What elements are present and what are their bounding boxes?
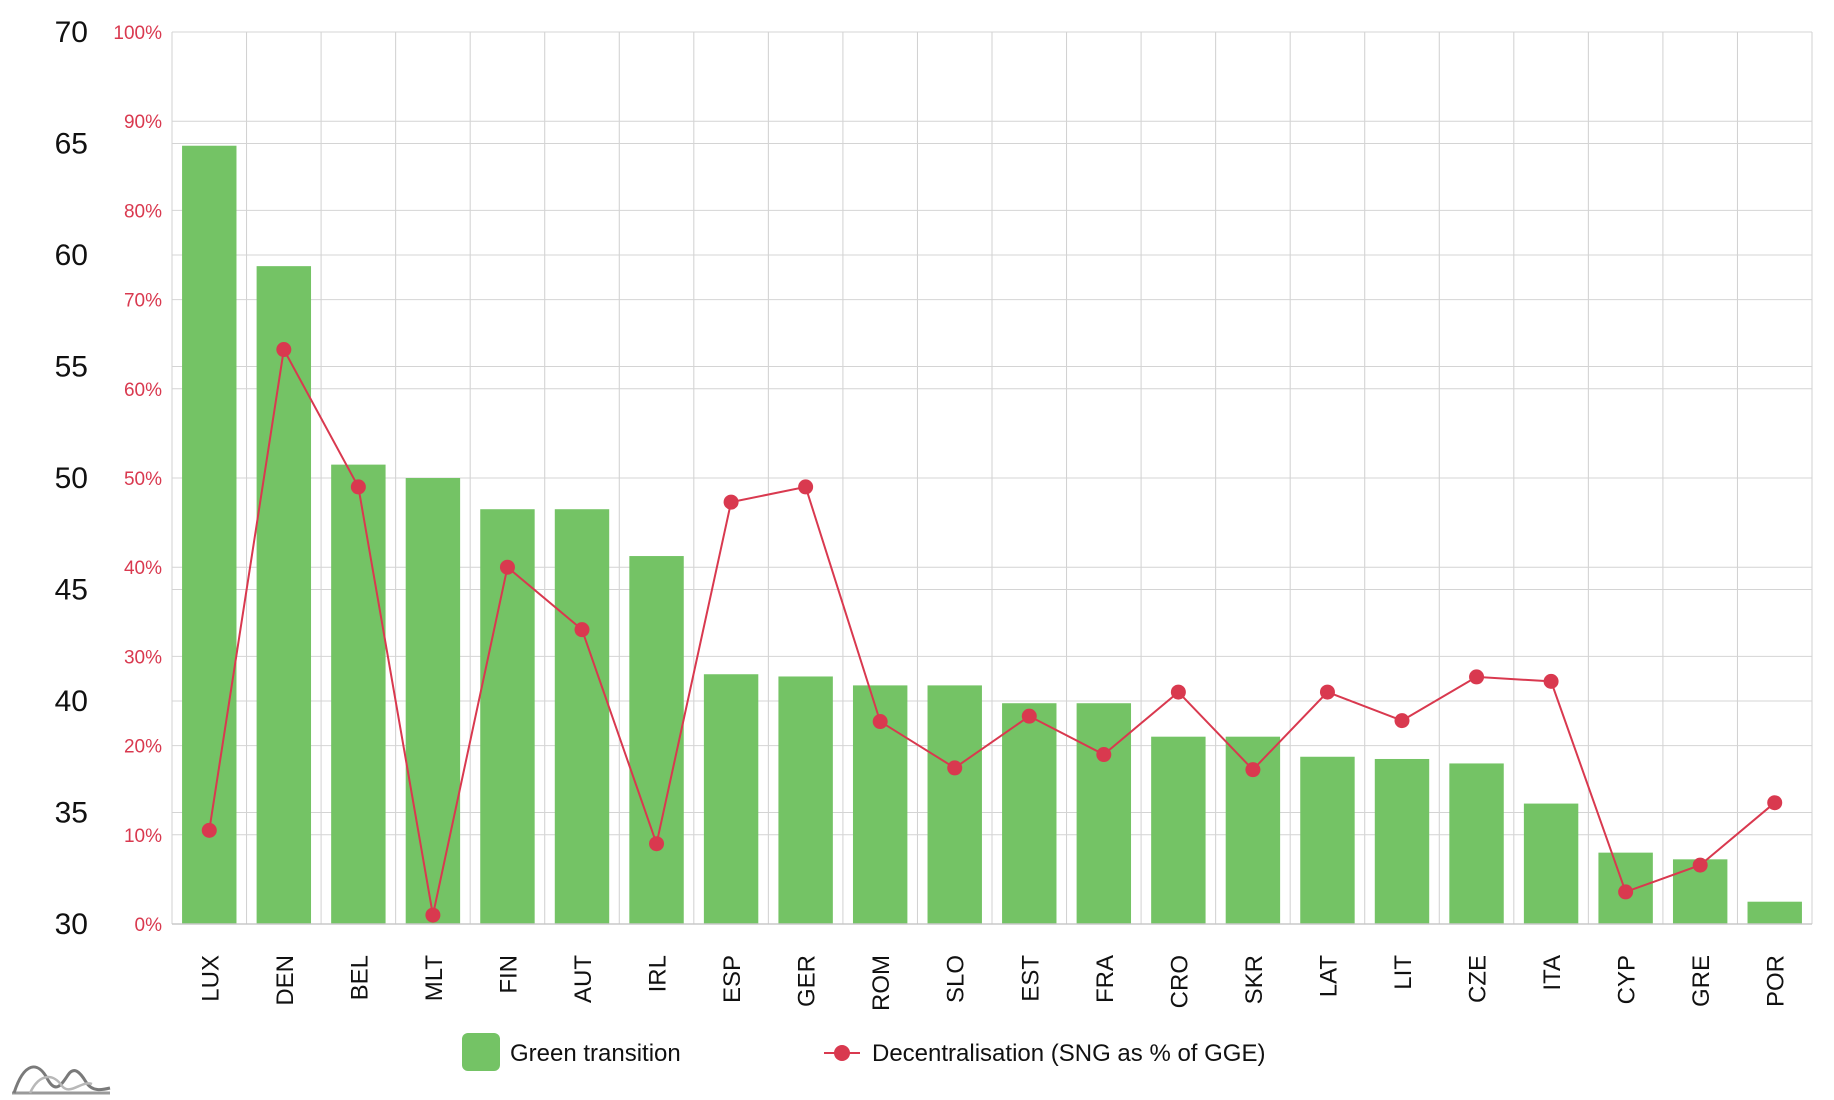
x-axis-category-label: CRO (1166, 955, 1193, 1008)
legend-swatch-green-transition (462, 1033, 500, 1071)
bar-cze (1449, 763, 1504, 924)
bar-aut (554, 509, 610, 924)
bar-slo (927, 685, 982, 924)
x-axis-category-label: FIN (495, 955, 522, 994)
bar-lux (182, 145, 237, 925)
bar-series (182, 145, 1802, 925)
x-axis-category-label: ROM (868, 955, 895, 1011)
bar-mlt (405, 478, 461, 924)
y2-axis-tick-label: 20% (124, 737, 162, 758)
bar-fra (1076, 703, 1132, 924)
x-axis-category-label: SLO (943, 955, 970, 1003)
x-axis-category-label: LUX (197, 955, 224, 1002)
y2-axis-tick-label: 40% (124, 558, 162, 579)
y-axis-tick-label: 55 (55, 351, 88, 384)
point-rom (872, 714, 888, 730)
bar-cro (1151, 736, 1206, 924)
x-axis-category-label: GER (794, 955, 821, 1007)
axes: 30 35 40 45 50 55 60 65 70 0% 10% 20% 30% 40% 50% 60% 70… (55, 16, 1812, 1011)
y-axis-tick-label: 35 (55, 797, 88, 830)
y2-axis-tick-label: 30% (124, 647, 162, 668)
bar-est (1002, 703, 1057, 924)
point-irl (649, 836, 665, 852)
bar-ger (778, 676, 833, 924)
point-fra (1096, 747, 1112, 763)
y2-axis-tick-label: 70% (124, 291, 162, 312)
bar-lit (1374, 758, 1430, 924)
decentralisation-line (208, 346, 1776, 916)
point-ger (798, 479, 814, 495)
legend-label-decentralisation: Decentralisation (SNG as % of GGE) (872, 1040, 1265, 1067)
x-axis-category-label: GRE (1688, 955, 1715, 1007)
y-axis-tick-label: 70 (55, 16, 88, 49)
y-axis-tick-label: 40 (55, 685, 88, 718)
point-est (1021, 708, 1037, 724)
bar-irl (629, 556, 684, 924)
x-axis-category-label: AUT (570, 955, 597, 1003)
x-axis-category-label: IRL (645, 955, 672, 992)
x-axis-category-label: LIT (1390, 955, 1417, 990)
x-axis-category-label: CZE (1465, 955, 1492, 1003)
point-fin (499, 559, 515, 575)
point-gre (1692, 857, 1708, 873)
chart-logo-icon (12, 1065, 111, 1095)
y-axis-tick-label: 60 (55, 239, 88, 272)
y-axis-tick-label: 65 (55, 128, 88, 161)
y-axis-tick-label: 45 (55, 574, 88, 607)
bar-por (1747, 901, 1802, 924)
y2-axis-tick-label: 10% (124, 826, 162, 847)
y2-axis-tick-label: 80% (124, 201, 162, 222)
point-aut (574, 622, 590, 638)
y2-axis-tick-label: 60% (124, 380, 162, 401)
point-cyp (1618, 884, 1634, 900)
bar-bel (331, 464, 386, 924)
x-axis-category-label: BEL (346, 955, 373, 1000)
x-axis-category-label: SKR (1241, 955, 1268, 1004)
point-lit (1394, 713, 1410, 729)
y2-axis-tick-label: 0% (135, 915, 163, 936)
y-axis-tick-label: 30 (55, 908, 88, 941)
x-axis-category-label: MLT (421, 955, 448, 1002)
bar-ita (1523, 803, 1579, 924)
y2-axis-tick-label: 90% (124, 112, 162, 133)
bar-lat (1300, 756, 1355, 924)
x-axis-category-label: ITA (1539, 955, 1566, 991)
point-ita (1543, 673, 1559, 689)
legend-swatch-marker (834, 1045, 850, 1061)
line-series (201, 342, 1783, 923)
point-mlt (425, 907, 441, 923)
legend: Green transition Decentralisation (SNG as… (462, 1033, 1265, 1071)
point-cro (1170, 684, 1186, 700)
bar-fin (480, 509, 535, 924)
y2-axis-tick-label: 100% (113, 23, 162, 44)
x-axis-category-label: ESP (719, 955, 746, 1003)
bar-den (256, 266, 312, 924)
point-bel (350, 479, 366, 495)
point-lat (1319, 684, 1335, 700)
point-den (276, 342, 292, 358)
y2-axis-tick-label: 50% (124, 469, 162, 490)
x-axis-category-label: CYP (1614, 955, 1641, 1004)
legend-label-green-transition: Green transition (510, 1040, 681, 1067)
point-lux (201, 822, 217, 838)
point-skr (1245, 762, 1261, 778)
bar-esp (703, 674, 759, 924)
x-axis-category-label: LAT (1315, 955, 1342, 998)
x-axis-category-label: DEN (272, 955, 299, 1006)
point-por (1767, 795, 1783, 811)
x-axis-category-label: FRA (1092, 955, 1119, 1003)
point-cze (1469, 669, 1485, 685)
y-axis-tick-label: 50 (55, 462, 88, 495)
grid (171, 31, 1813, 925)
x-axis-category-label: POR (1763, 955, 1790, 1007)
point-esp (723, 494, 739, 510)
x-axis-category-label: EST (1017, 955, 1044, 1002)
point-slo (947, 760, 963, 776)
